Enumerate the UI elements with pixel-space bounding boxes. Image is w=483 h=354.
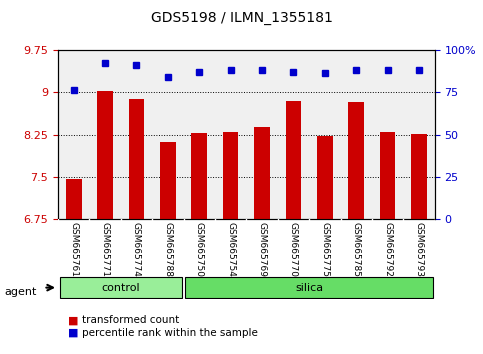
FancyBboxPatch shape (185, 277, 433, 298)
Text: GSM665754: GSM665754 (226, 222, 235, 277)
Text: ■: ■ (68, 328, 78, 338)
Text: control: control (101, 282, 140, 293)
Bar (66, 179, 82, 219)
Text: GSM665771: GSM665771 (100, 222, 110, 277)
Bar (160, 142, 176, 219)
Bar (285, 101, 301, 219)
Text: transformed count: transformed count (82, 315, 179, 325)
Text: GSM665793: GSM665793 (414, 222, 424, 277)
Bar (254, 127, 270, 219)
Text: GSM665750: GSM665750 (195, 222, 204, 277)
Text: GSM665774: GSM665774 (132, 222, 141, 277)
Text: GDS5198 / ILMN_1355181: GDS5198 / ILMN_1355181 (151, 11, 332, 25)
Text: ■: ■ (68, 315, 78, 325)
Bar (128, 99, 144, 219)
Text: GSM665761: GSM665761 (69, 222, 78, 277)
FancyBboxPatch shape (59, 277, 182, 298)
Bar (97, 91, 113, 219)
Text: GSM665769: GSM665769 (257, 222, 267, 277)
Text: percentile rank within the sample: percentile rank within the sample (82, 328, 258, 338)
Text: GSM665792: GSM665792 (383, 222, 392, 277)
Text: GSM665788: GSM665788 (163, 222, 172, 277)
Text: GSM665785: GSM665785 (352, 222, 361, 277)
Bar (380, 132, 396, 219)
Text: GSM665775: GSM665775 (320, 222, 329, 277)
Bar (317, 136, 333, 219)
Bar (411, 134, 427, 219)
Bar (348, 102, 364, 219)
Bar (191, 133, 207, 219)
Text: agent: agent (5, 287, 37, 297)
Text: silica: silica (295, 282, 323, 293)
Bar (223, 132, 239, 219)
Text: GSM665770: GSM665770 (289, 222, 298, 277)
